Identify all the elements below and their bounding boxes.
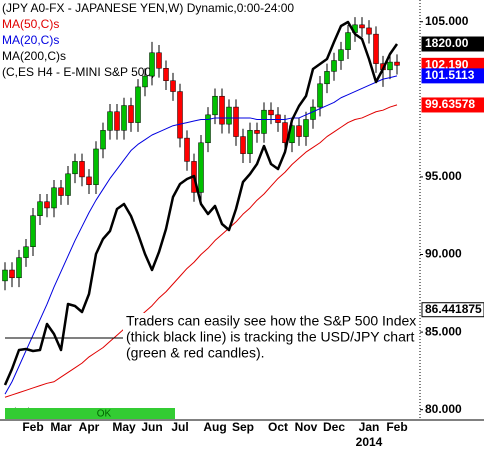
x-tick-label: Jul bbox=[171, 420, 188, 434]
y-tick-label: 105.000 bbox=[425, 14, 469, 28]
plot-area bbox=[2, 17, 400, 398]
candle-body bbox=[275, 114, 281, 123]
candle-body bbox=[254, 130, 260, 134]
price-label: 86.441875 bbox=[425, 302, 482, 316]
candle-body bbox=[100, 130, 106, 150]
candle-body bbox=[282, 122, 288, 144]
candle-body bbox=[93, 148, 99, 185]
year-label: 2014 bbox=[356, 435, 383, 449]
candle-body bbox=[121, 105, 127, 131]
candle-body bbox=[205, 114, 211, 144]
status-bar bbox=[5, 408, 175, 419]
candle-body bbox=[394, 61, 400, 66]
candle-body bbox=[219, 95, 225, 125]
candle-body bbox=[37, 201, 43, 216]
candle-body bbox=[373, 33, 379, 64]
legend-entry: (C,ES H4 - E-MINI S&P 500) bbox=[2, 65, 155, 79]
price-label: 1820.00 bbox=[425, 36, 469, 50]
candle-body bbox=[240, 136, 246, 154]
candle-body bbox=[359, 24, 365, 29]
candle-body bbox=[107, 111, 113, 131]
x-tick-label: Mar bbox=[50, 420, 72, 434]
candle-body bbox=[366, 27, 372, 35]
candle-body bbox=[149, 52, 155, 77]
annotation-text: (green & red candles). bbox=[126, 345, 265, 361]
candle-body bbox=[261, 109, 267, 134]
candle-body bbox=[317, 83, 323, 108]
candle-body bbox=[16, 257, 22, 279]
candle-body bbox=[345, 32, 351, 50]
x-tick-label: Apr bbox=[79, 420, 100, 434]
price-label-box bbox=[421, 36, 484, 52]
candle-body bbox=[331, 60, 337, 72]
x-tick-label: May bbox=[112, 420, 136, 434]
series-line bbox=[4, 75, 398, 395]
legend-entry: MA(200,C)s bbox=[2, 49, 66, 63]
candle-body bbox=[338, 49, 344, 61]
candle-body bbox=[135, 86, 141, 123]
candle-body bbox=[268, 109, 274, 116]
legend-entry: MA(20,C)s bbox=[2, 33, 59, 47]
y-tick-label: 90.000 bbox=[425, 247, 462, 261]
candle-body bbox=[226, 106, 232, 125]
candle-body bbox=[30, 215, 36, 247]
candle-body bbox=[247, 130, 253, 154]
price-label-box bbox=[421, 68, 484, 84]
candle-body bbox=[198, 142, 204, 193]
price-label: 101.5113 bbox=[425, 68, 475, 82]
x-tick-label: Dec bbox=[323, 420, 345, 434]
candle-body bbox=[324, 71, 330, 85]
candle-body bbox=[212, 95, 218, 116]
annotation-text: Traders can easily see how the S&P 500 I… bbox=[126, 313, 416, 329]
candle-body bbox=[128, 105, 134, 123]
candle-body bbox=[163, 68, 169, 81]
candle-body bbox=[296, 125, 302, 137]
price-label-box bbox=[421, 97, 484, 113]
candle-body bbox=[65, 173, 71, 196]
candle-body bbox=[156, 52, 162, 69]
status-text: OK bbox=[97, 409, 112, 420]
candle-body bbox=[58, 187, 64, 196]
series-line bbox=[4, 104, 398, 398]
candle-body bbox=[114, 111, 120, 131]
candle-body bbox=[170, 80, 176, 92]
candle-body bbox=[44, 201, 50, 209]
annotation-box bbox=[123, 313, 420, 379]
price-label: 102.190 bbox=[425, 58, 469, 72]
x-tick-label: Oct bbox=[268, 420, 288, 434]
candle-body bbox=[79, 161, 85, 178]
candle-body bbox=[2, 269, 8, 282]
y-tick-label: 80.000 bbox=[425, 402, 462, 416]
series-line bbox=[3, 20, 399, 386]
x-tick-label: Sep bbox=[232, 420, 254, 434]
x-tick-label: Nov bbox=[295, 420, 318, 434]
y-tick-label: 95.000 bbox=[425, 169, 462, 183]
candle-body bbox=[23, 246, 29, 258]
candle-body bbox=[184, 137, 190, 162]
candle-body bbox=[303, 119, 309, 137]
legend-entry: MA(50,C)s bbox=[2, 17, 59, 31]
candle-body bbox=[142, 75, 148, 88]
chart-title: (JPY A0-FX - JAPANESE YEN,W) Dynamic,0:0… bbox=[2, 1, 294, 15]
legend: (JPY A0-FX - JAPANESE YEN,W) Dynamic,0:0… bbox=[2, 1, 294, 79]
x-tick-label: Feb bbox=[386, 420, 407, 434]
candle-body bbox=[177, 91, 183, 139]
x-tick-label: Jun bbox=[141, 420, 162, 434]
x-tick-label: Feb bbox=[22, 420, 43, 434]
candle-body bbox=[86, 176, 92, 185]
candle-body bbox=[310, 106, 316, 120]
candle-body bbox=[233, 106, 239, 137]
annotation-text: (thick black line) is tracking the USD/J… bbox=[126, 329, 415, 345]
overlay: Traders can easily see how the S&P 500 I… bbox=[123, 313, 420, 379]
price-label-box bbox=[421, 302, 484, 318]
price-label: 99.63578 bbox=[425, 97, 475, 111]
y-tick-label: 85.000 bbox=[425, 324, 462, 338]
candle-body bbox=[9, 269, 15, 279]
candle-body bbox=[387, 61, 393, 71]
x-tick-label: Jan bbox=[359, 420, 380, 434]
candle-body bbox=[51, 187, 57, 209]
x-tick-label: Aug bbox=[203, 420, 226, 434]
candle-body bbox=[72, 161, 78, 175]
